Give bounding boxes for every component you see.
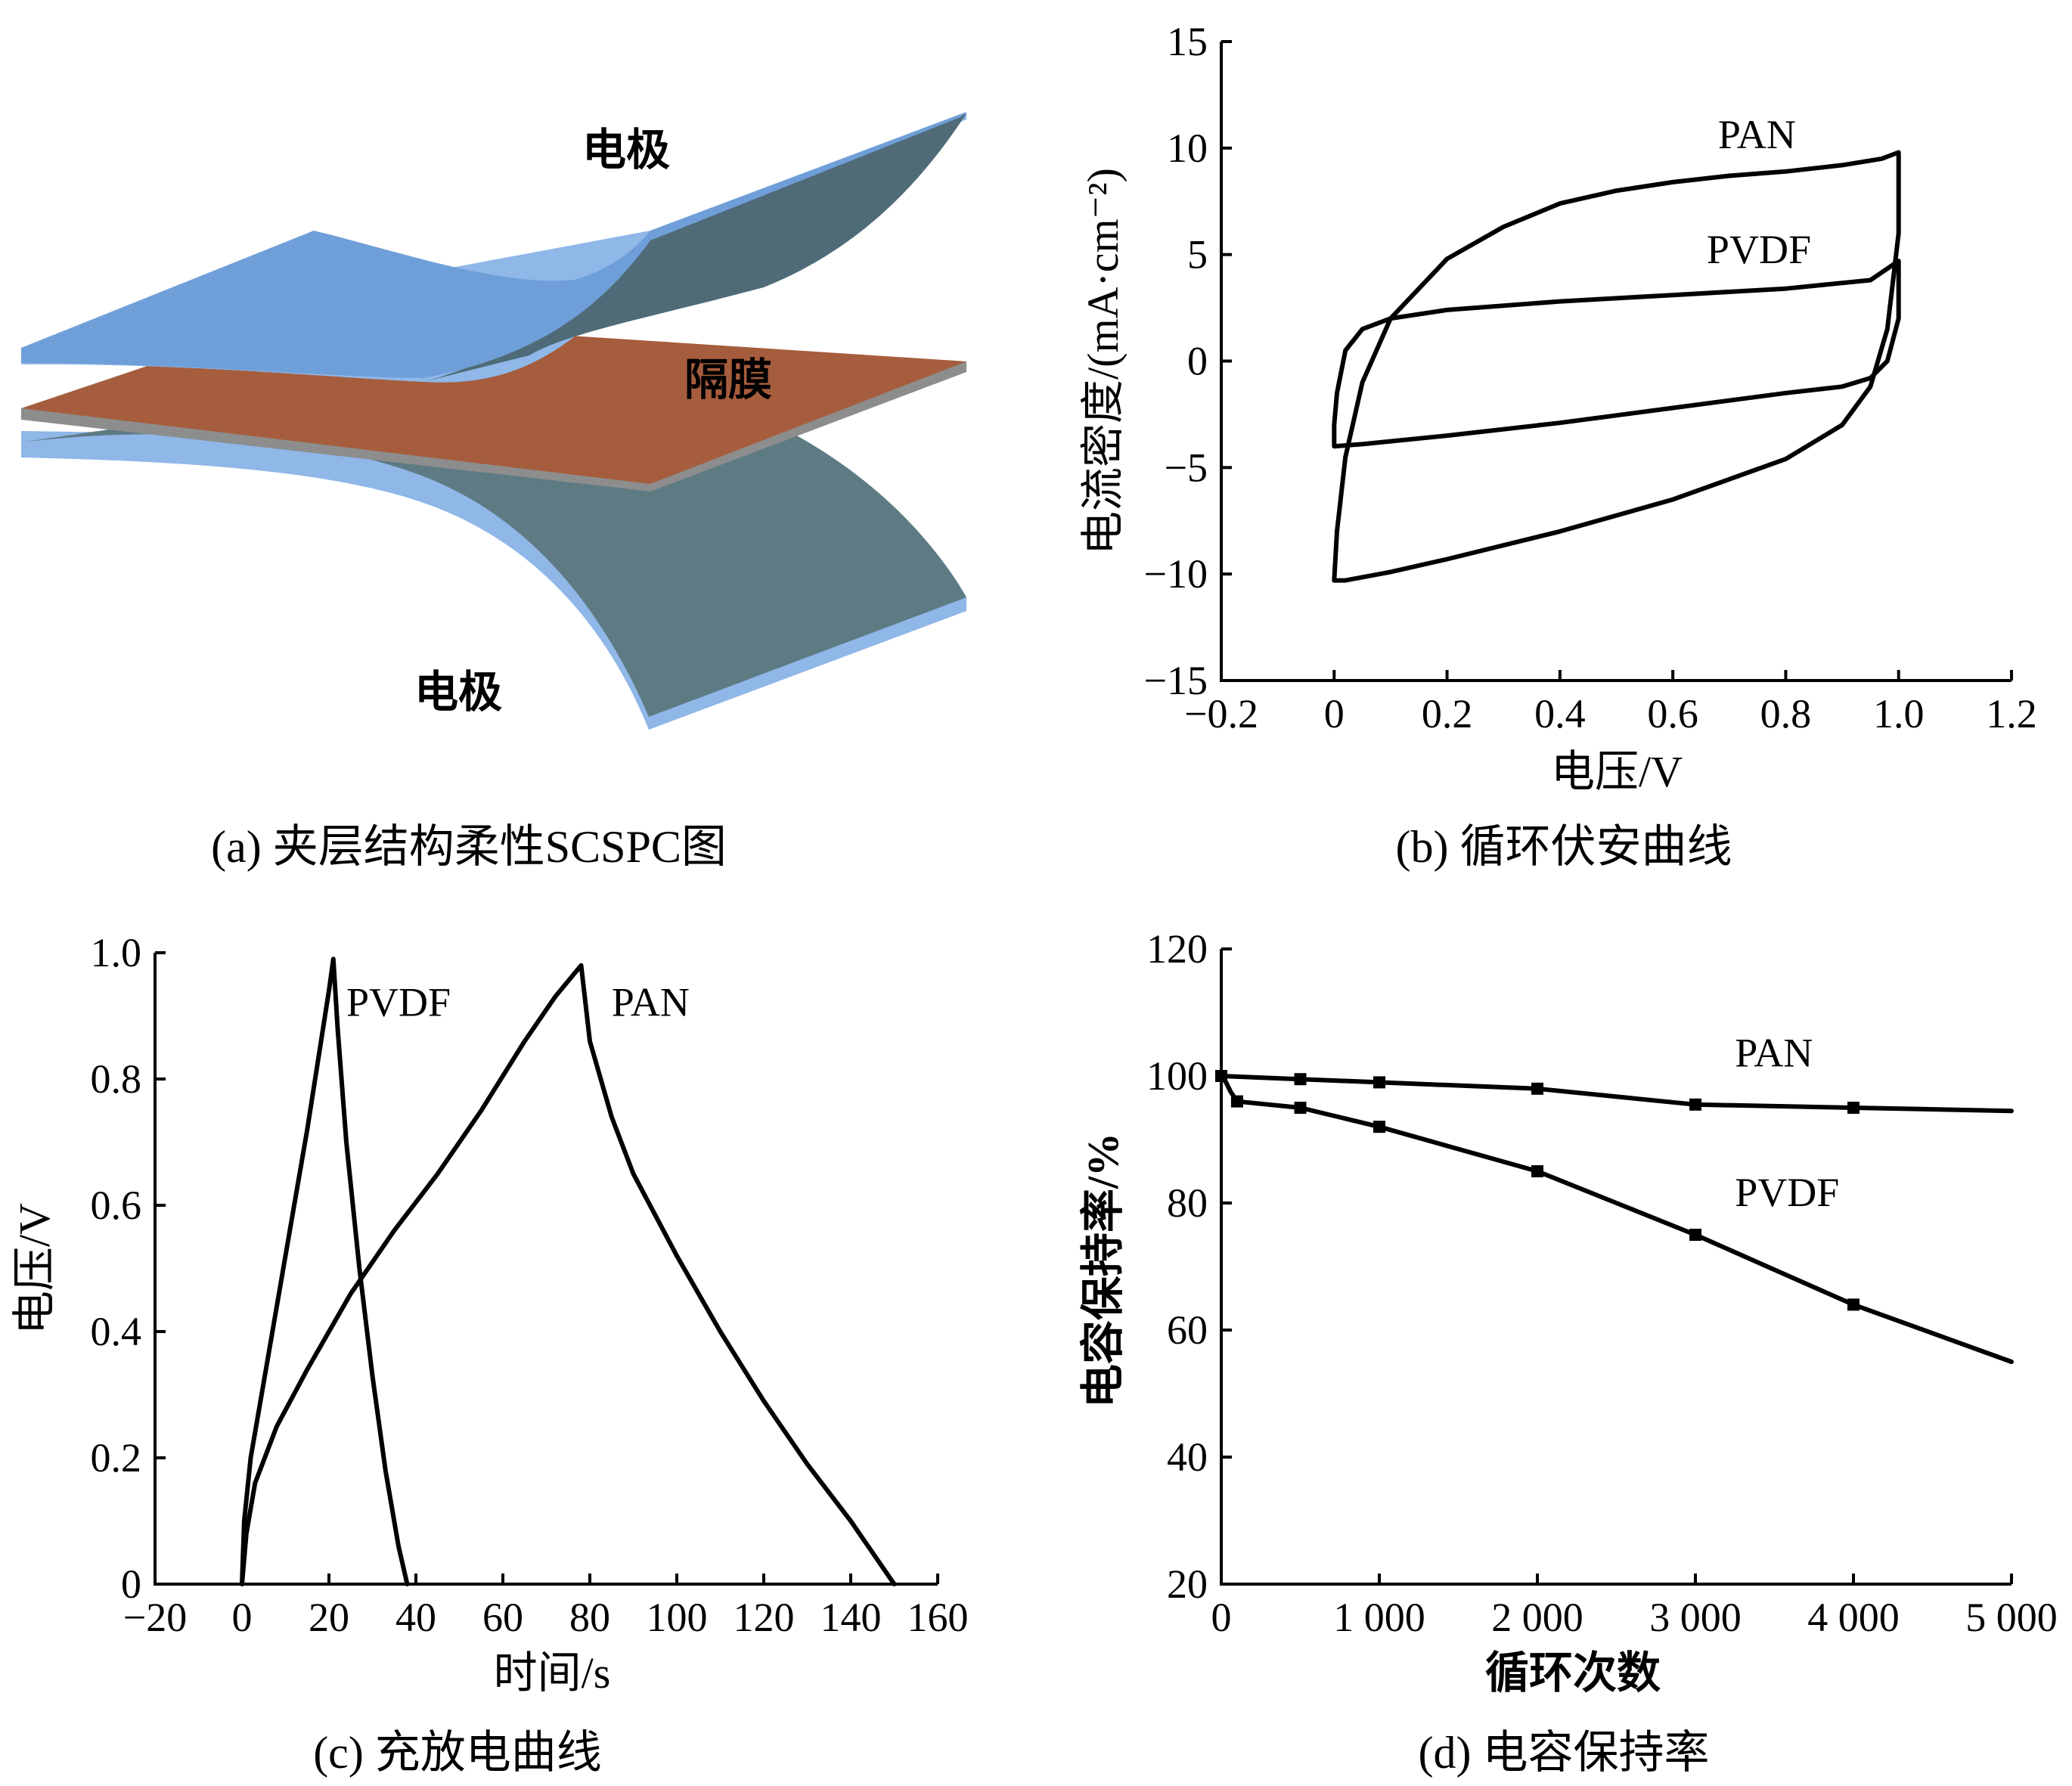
x-tick-label: 0.4 (1534, 691, 1586, 736)
series-line-pvdf (1219, 1074, 2014, 1364)
caption-d: (d) 电容保持率 (1419, 1728, 1710, 1778)
chart-charge-discharge: −20 0 20 40 60 80 100 120 140 16000.20.40.60.81.0… (10, 930, 969, 1698)
gcd-xlabel: 时间/s (494, 1648, 611, 1698)
series-line-pan (1219, 1074, 2014, 1114)
bottom-electrode (21, 397, 966, 717)
x-tick-label: 40 (395, 1595, 436, 1640)
ret-series: PAN PVDF (1215, 1030, 2014, 1364)
gcd-axes (154, 953, 938, 1586)
x-tick-label: 4 000 (1807, 1595, 1900, 1640)
x-tick-label: −0.2 (1184, 691, 1258, 736)
chart-cv: −0.2 0 0.2 0.4 0.6 0.8 1.0 1.2 −15 −10 −5 0 5 10 15 PA… (1078, 19, 2037, 796)
y-tick-label: 0 (121, 1561, 141, 1607)
series-marker-pvdf (1847, 1298, 1860, 1311)
series-line-pvdf (1332, 259, 1901, 449)
ret-axes (1220, 949, 2012, 1586)
series-label-pan: PAN (1735, 1030, 1813, 1075)
series-line-pvdf (240, 957, 410, 1586)
panel-a-sandwich-diagram: 电极 隔膜 电极 (21, 112, 966, 730)
x-tick-label: 5 000 (1965, 1595, 2058, 1640)
x-tick-label: 2 000 (1491, 1595, 1583, 1640)
series-marker-pan (1373, 1076, 1385, 1089)
x-tick-label: −20 (123, 1595, 187, 1640)
cv-ylabel: 电流密度/(mA·cm⁻²) (1078, 168, 1128, 555)
series-marker-pan (1847, 1102, 1860, 1114)
series-marker-pan (1294, 1073, 1307, 1086)
y-tick-label: 0.4 (91, 1309, 142, 1354)
label-top-electrode: 电极 (582, 124, 670, 175)
y-tick-label: −15 (1144, 658, 1208, 703)
gcd-series: PVDF PAN (240, 957, 897, 1586)
x-tick-label: 0.8 (1760, 691, 1812, 736)
x-tick-label: 120 (734, 1595, 795, 1640)
y-tick-label: 15 (1167, 19, 1208, 64)
series-marker-pvdf (1294, 1102, 1307, 1114)
y-tick-label: 0.8 (91, 1056, 142, 1102)
gcd-ylabel: 电压/V (10, 1203, 59, 1335)
y-tick-label: 10 (1167, 126, 1208, 171)
series-label-pan: PAN (1718, 112, 1796, 157)
y-tick-label: 0.6 (91, 1183, 142, 1228)
y-tick-label: 120 (1146, 926, 1208, 972)
y-tick-label: 40 (1167, 1434, 1208, 1480)
x-tick-label: 1.0 (1873, 691, 1925, 736)
y-tick-label: 20 (1167, 1561, 1208, 1607)
x-tick-label: 0 (1324, 691, 1345, 736)
y-tick-label: 60 (1167, 1307, 1208, 1353)
label-bottom-electrode: 电极 (414, 666, 502, 718)
x-tick-label: 3 000 (1649, 1595, 1742, 1640)
series-marker-pvdf (1373, 1121, 1385, 1133)
series-label-pvdf: PVDF (1707, 227, 1811, 272)
chart-retention: 0 1 000 2 000 3 000 4 000 5 000 20 40 60 80 100 120… (1078, 926, 2058, 1698)
ret-ticks: 0 1 000 2 000 3 000 4 000 5 000 20 40 60 80 100 120 (1146, 926, 2058, 1640)
series-label-pvdf: PVDF (346, 980, 451, 1025)
x-tick-label: 0 (1211, 1595, 1232, 1640)
y-tick-label: 80 (1167, 1180, 1208, 1226)
x-tick-label: 0.2 (1422, 691, 1473, 736)
series-line-pan (1332, 150, 1901, 583)
cv-axes (1220, 42, 2012, 682)
y-tick-label: 0 (1187, 339, 1208, 384)
x-tick-label: 1.2 (1986, 691, 2037, 736)
series-marker-pan (1689, 1098, 1701, 1111)
x-tick-label: 1 000 (1333, 1595, 1425, 1640)
x-tick-label: 0.6 (1647, 691, 1698, 736)
series-marker-pvdf (1230, 1095, 1243, 1108)
series-label-pan: PAN (612, 980, 690, 1025)
x-tick-label: 80 (569, 1595, 610, 1640)
y-tick-label: −10 (1144, 551, 1208, 597)
caption-b: (b) 循环伏安曲线 (1396, 822, 1732, 872)
series-marker-pvdf (1689, 1229, 1701, 1241)
cv-ticks: −0.2 0 0.2 0.4 0.6 0.8 1.0 1.2 −15 −10 −5 0 5 10 15 (1144, 19, 2037, 736)
cv-xlabel: 电压/V (1551, 747, 1683, 796)
x-tick-label: 160 (907, 1595, 969, 1640)
ret-ylabel: 电容保持率/% (1078, 1133, 1128, 1408)
top-electrode-underside (423, 113, 966, 382)
series-label-pvdf: PVDF (1735, 1170, 1839, 1215)
y-tick-label: 100 (1146, 1053, 1208, 1099)
caption-c: (c) 充放电曲线 (313, 1728, 602, 1778)
x-tick-label: 140 (820, 1595, 882, 1640)
series-marker-pan (1531, 1082, 1543, 1095)
top-electrode (21, 112, 966, 378)
label-separator: 隔膜 (684, 354, 772, 405)
cv-series: PAN PVDF (1332, 112, 1901, 583)
ret-xlabel: 循环次数 (1485, 1648, 1661, 1698)
y-tick-label: 0.2 (91, 1435, 142, 1481)
y-tick-label: −5 (1165, 445, 1208, 490)
x-tick-label: 60 (482, 1595, 523, 1640)
x-tick-label: 20 (309, 1595, 349, 1640)
y-tick-label: 5 (1187, 232, 1208, 278)
y-tick-label: 1.0 (91, 930, 142, 975)
series-line-pan (240, 963, 897, 1586)
caption-a: (a) 夹层结构柔性SCSPC图 (211, 822, 727, 872)
x-tick-label: 100 (647, 1595, 708, 1640)
series-marker-pvdf (1531, 1165, 1543, 1177)
x-tick-label: 0 (232, 1595, 253, 1640)
